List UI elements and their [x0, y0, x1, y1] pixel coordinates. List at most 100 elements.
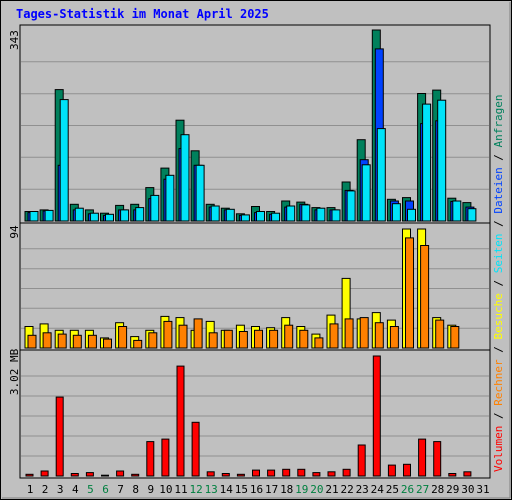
bar-marks — [24, 29, 477, 477]
legend-entry: Volumen — [492, 426, 505, 472]
panel3-y-max-label: 3.02 MB — [8, 348, 21, 395]
bar-rechner — [374, 322, 384, 349]
bar-seiten — [316, 207, 326, 222]
bar-seiten — [120, 209, 130, 222]
bar-rechner — [208, 332, 218, 349]
bar-volumen — [146, 441, 155, 477]
x-tick-label: 24 — [371, 483, 385, 496]
bar-rechner — [314, 337, 324, 349]
x-tick-label: 11 — [174, 483, 187, 496]
bar-seiten — [74, 207, 84, 222]
x-tick-label: 8 — [132, 483, 139, 496]
bar-volumen — [433, 441, 442, 477]
x-tick-label: 19 — [295, 483, 308, 496]
bar-volumen — [252, 469, 260, 477]
bar-volumen — [267, 469, 276, 477]
legend-entry: Rechner — [492, 359, 505, 406]
x-tick-label: 7 — [117, 483, 124, 496]
bar-rechner — [57, 333, 67, 349]
bar-rechner — [193, 318, 203, 349]
bar-seiten — [135, 207, 145, 222]
bar-volumen — [176, 365, 185, 477]
x-tick-label: 9 — [147, 483, 154, 496]
bar-seiten — [210, 205, 220, 222]
bar-seiten — [89, 212, 99, 222]
x-tick-label: 15 — [235, 483, 248, 496]
bar-volumen — [191, 421, 200, 477]
x-tick-label: 26 — [401, 483, 414, 496]
bar-volumen — [221, 473, 230, 477]
bar-rechner — [299, 329, 309, 349]
panel-requests — [19, 24, 491, 224]
bar-seiten — [180, 134, 190, 222]
x-axis-tick-labels: 1 2 3 4 5 6 7 8 9 10 11 12 13 14 15 16 17 18 19 20 21 22 23 24 2… — [27, 483, 490, 496]
bar-seiten — [271, 212, 281, 222]
bar-volumen — [463, 471, 472, 477]
x-tick-label: 4 — [72, 483, 79, 496]
bar-volumen — [297, 468, 306, 477]
bar-rechner — [178, 324, 188, 349]
legend-entry: / — [492, 147, 505, 167]
bar-volumen — [403, 463, 411, 477]
bar-rechner — [389, 326, 399, 349]
bar-volumen — [55, 396, 64, 477]
x-tick-label: 20 — [310, 483, 323, 496]
bar-rechner — [223, 329, 233, 349]
bar-rechner — [284, 324, 294, 349]
bar-volumen — [342, 468, 351, 477]
bar-seiten — [407, 208, 416, 222]
x-tick-label: 29 — [446, 483, 459, 496]
bar-rechner — [87, 334, 97, 349]
panel1-y-max-label: 343 — [8, 30, 21, 50]
bar-rechner — [27, 334, 37, 349]
bar-rechner — [344, 318, 354, 349]
bar-rechner — [359, 317, 369, 349]
bar-volumen — [418, 438, 427, 477]
bar-seiten — [346, 190, 356, 222]
x-tick-label: 28 — [431, 483, 444, 496]
bar-volumen — [282, 468, 291, 477]
bar-rechner — [42, 332, 52, 349]
bar-volumen — [40, 470, 49, 477]
legend-entry: Seiten — [492, 234, 505, 274]
legend-entry: Anfragen — [492, 94, 505, 147]
bar-rechner — [254, 329, 263, 349]
bar-volumen — [161, 438, 170, 477]
panel-volume — [19, 349, 491, 479]
legend-entry: / — [492, 214, 505, 234]
x-tick-label: 17 — [265, 483, 278, 496]
x-tick-label: 31 — [476, 483, 489, 496]
bar-volumen — [116, 470, 125, 477]
bar-volumen — [131, 473, 140, 477]
bar-volumen — [70, 473, 79, 477]
bar-rechner — [72, 334, 82, 349]
bar-seiten — [195, 164, 205, 222]
bar-seiten — [150, 194, 160, 222]
bar-seiten — [105, 213, 114, 222]
x-tick-label: 2 — [42, 483, 49, 496]
bar-volumen — [312, 472, 321, 477]
x-tick-label: 25 — [386, 483, 399, 496]
x-tick-label: 3 — [57, 483, 64, 496]
bar-volumen — [357, 444, 366, 477]
bar-rechner — [103, 338, 112, 349]
bar-rechner — [420, 245, 430, 349]
bar-volumen — [448, 473, 457, 477]
bar-seiten — [452, 200, 462, 222]
bar-seiten — [29, 211, 39, 222]
bar-seiten — [165, 174, 175, 222]
x-tick-label: 21 — [325, 483, 338, 496]
legend-entry: / — [492, 406, 505, 426]
bar-seiten — [301, 204, 311, 222]
bar-seiten — [467, 208, 477, 222]
bar-rechner — [329, 323, 339, 349]
bar-volumen — [372, 355, 381, 477]
panel2-y-max-label: 94 — [8, 225, 21, 239]
bar-rechner — [405, 237, 414, 349]
x-tick-label: 10 — [159, 483, 172, 496]
bar-rechner — [450, 326, 460, 349]
x-tick-label: 30 — [461, 483, 474, 496]
bar-seiten — [240, 214, 250, 222]
bar-volumen — [101, 474, 109, 477]
bar-volumen — [85, 472, 94, 477]
